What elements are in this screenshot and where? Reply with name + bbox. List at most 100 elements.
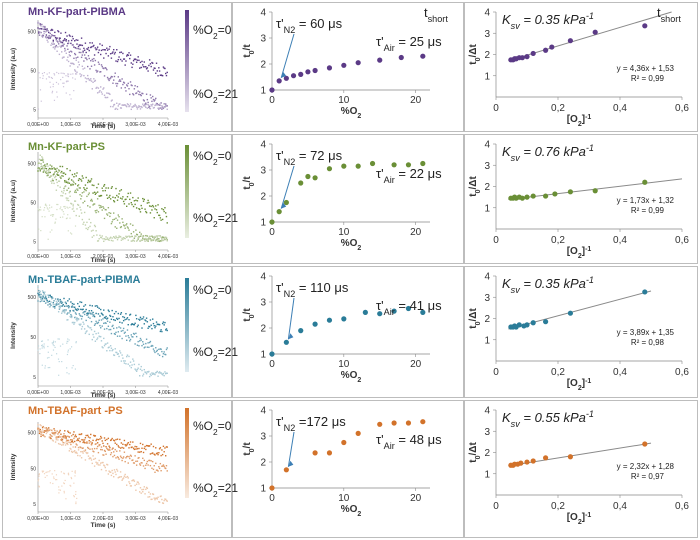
decay-point <box>70 183 72 186</box>
decay-point <box>137 451 139 453</box>
decay-point <box>89 304 91 307</box>
decay-point <box>65 75 67 77</box>
decay-point <box>110 347 113 349</box>
decay-point <box>131 106 133 108</box>
decay-point <box>148 238 150 240</box>
decay-point <box>165 372 168 374</box>
decay-point <box>90 313 92 315</box>
decay-point <box>48 176 51 179</box>
decay-point <box>138 236 140 239</box>
panel-frame <box>2 400 232 538</box>
decay-point <box>56 437 58 439</box>
decay-point <box>64 39 67 42</box>
decay-point <box>39 424 41 426</box>
decay-point <box>40 297 42 299</box>
decay-point <box>119 313 122 315</box>
decay-point <box>146 445 149 447</box>
decay-point <box>81 439 84 441</box>
decay-point <box>142 373 145 375</box>
decay-point <box>103 344 106 347</box>
decay-point <box>100 91 103 93</box>
decay-point <box>87 434 89 437</box>
decay-point <box>110 75 113 78</box>
decay-point <box>154 208 156 210</box>
decay-point <box>89 448 91 450</box>
decay-point <box>114 319 116 322</box>
decay-point <box>80 209 82 211</box>
decay-point <box>60 305 62 307</box>
decay-point <box>47 345 49 348</box>
decay-point <box>116 470 119 472</box>
decay-point <box>41 430 43 433</box>
decay-point <box>162 107 165 110</box>
decay-point <box>110 332 113 335</box>
decay-point <box>97 321 100 323</box>
decay-point <box>94 340 97 342</box>
decay-point <box>164 236 166 239</box>
decay-point <box>112 51 114 53</box>
decay-point <box>53 345 55 347</box>
decay-point <box>110 222 113 225</box>
decay-point <box>46 207 48 209</box>
decay-point <box>103 465 106 467</box>
decay-point <box>56 479 58 481</box>
decay-point <box>102 190 104 192</box>
decay-point <box>110 452 113 454</box>
decay-point <box>103 454 105 456</box>
decay-point <box>53 303 55 306</box>
decay-point <box>49 366 51 369</box>
decay-point <box>163 465 165 468</box>
decay-point <box>73 323 75 325</box>
decay-point <box>96 338 98 341</box>
decay-point <box>90 230 93 232</box>
decay-point <box>101 235 103 237</box>
sv-point <box>567 38 574 44</box>
decay-point <box>163 237 165 240</box>
decay-point <box>83 54 86 56</box>
decay-point <box>45 172 48 175</box>
decay-point <box>149 464 152 467</box>
decay-point <box>58 39 61 41</box>
decay-point <box>142 92 144 95</box>
decay-point <box>147 240 149 242</box>
decay-point <box>61 41 63 43</box>
decay-point <box>165 328 168 330</box>
decay-point <box>89 42 91 44</box>
decay-point <box>106 194 108 196</box>
decay-point <box>54 432 57 434</box>
decay-point <box>161 239 164 242</box>
decay-point <box>80 178 82 181</box>
decay-point <box>139 91 141 93</box>
decay-point <box>135 446 138 448</box>
decay-point <box>74 78 76 80</box>
decay-point <box>155 347 157 349</box>
decay-point <box>166 240 168 242</box>
decay-point <box>141 207 143 210</box>
decay-point <box>140 462 142 464</box>
decay-point <box>57 174 59 176</box>
sv-point <box>642 179 648 185</box>
decay-point <box>116 82 119 85</box>
decay-point <box>41 298 44 300</box>
decay-point <box>133 462 136 464</box>
decay-point <box>140 318 142 320</box>
decay-x-tick-label: 0,00E+00 <box>27 516 49 522</box>
decay-point <box>47 301 49 303</box>
decay-point <box>76 309 78 312</box>
sv-y-tick-label: 2 <box>484 182 490 193</box>
decay-point <box>115 457 117 459</box>
decay-point <box>76 71 78 73</box>
tau-n2-arrow <box>280 165 295 209</box>
decay-point <box>157 235 159 237</box>
decay-point <box>132 441 134 443</box>
decay-point <box>129 105 131 107</box>
decay-point <box>75 443 77 445</box>
decay-point <box>85 227 87 230</box>
decay-point <box>149 373 152 375</box>
decay-point <box>37 292 39 295</box>
decay-point <box>37 27 39 29</box>
decay-point <box>40 424 42 427</box>
decay-point <box>135 318 138 320</box>
decay-point <box>87 48 89 50</box>
sv-x-tick-label: 0,6 <box>675 103 689 114</box>
